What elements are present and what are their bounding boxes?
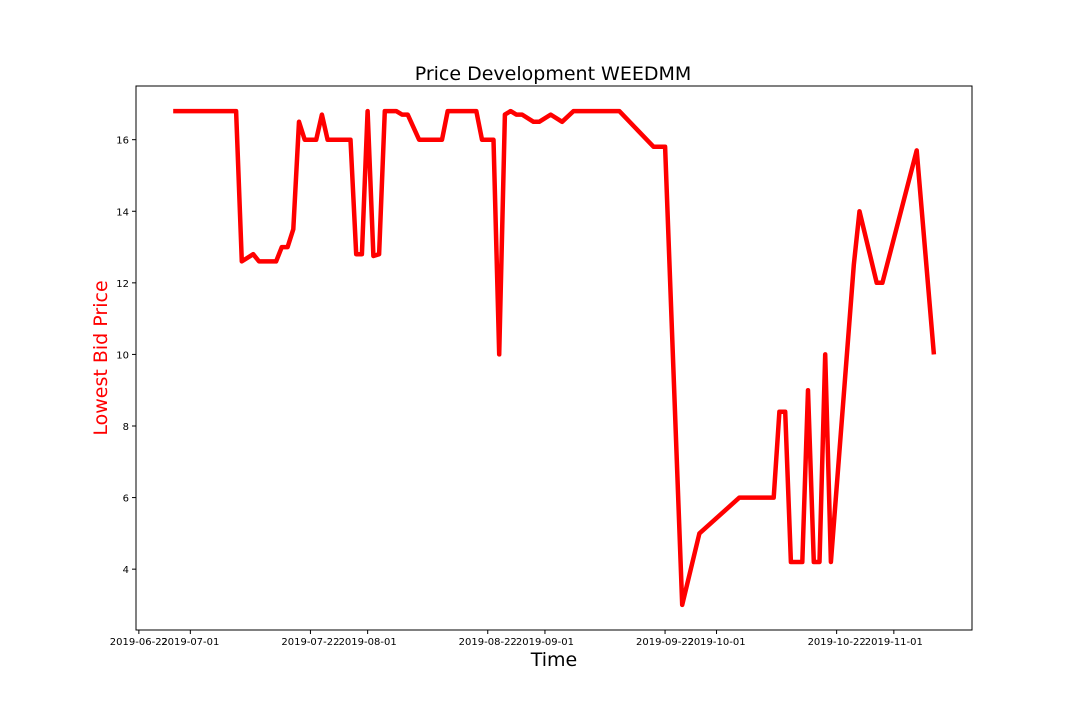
y-axis-label: Lowest Bid Price bbox=[90, 280, 112, 435]
x-tick-label: 2019-10-22 bbox=[808, 637, 866, 648]
x-tick-label: 2019-11-01 bbox=[865, 637, 923, 648]
price-series-line bbox=[173, 108, 937, 608]
chart-title: Price Development WEEDMM bbox=[415, 63, 692, 85]
y-tick-label: 16 bbox=[116, 136, 129, 147]
x-tick-label: 2019-08-01 bbox=[339, 637, 397, 648]
plot-area bbox=[135, 85, 973, 631]
y-tick-label: 4 bbox=[123, 565, 129, 576]
x-tick-label: 2019-06-22 bbox=[110, 637, 168, 648]
x-tick-label: 2019-09-01 bbox=[516, 637, 574, 648]
x-tick-label: 2019-09-22 bbox=[636, 637, 694, 648]
x-tick-label: 2019-07-01 bbox=[161, 637, 219, 648]
y-tick-label: 8 bbox=[123, 422, 129, 433]
y-tick-label: 14 bbox=[116, 207, 129, 218]
x-tick-label: 2019-10-01 bbox=[687, 637, 745, 648]
y-tick-label: 10 bbox=[116, 350, 129, 361]
y-tick-label: 12 bbox=[116, 279, 129, 290]
y-tick-label: 6 bbox=[123, 494, 129, 505]
y-axis: 4 6 8 10 12 14 16 bbox=[116, 136, 136, 576]
x-tick-label: 2019-07-22 bbox=[281, 637, 339, 648]
x-axis-label: Time bbox=[530, 649, 578, 671]
x-tick-label: 2019-08-22 bbox=[459, 637, 517, 648]
